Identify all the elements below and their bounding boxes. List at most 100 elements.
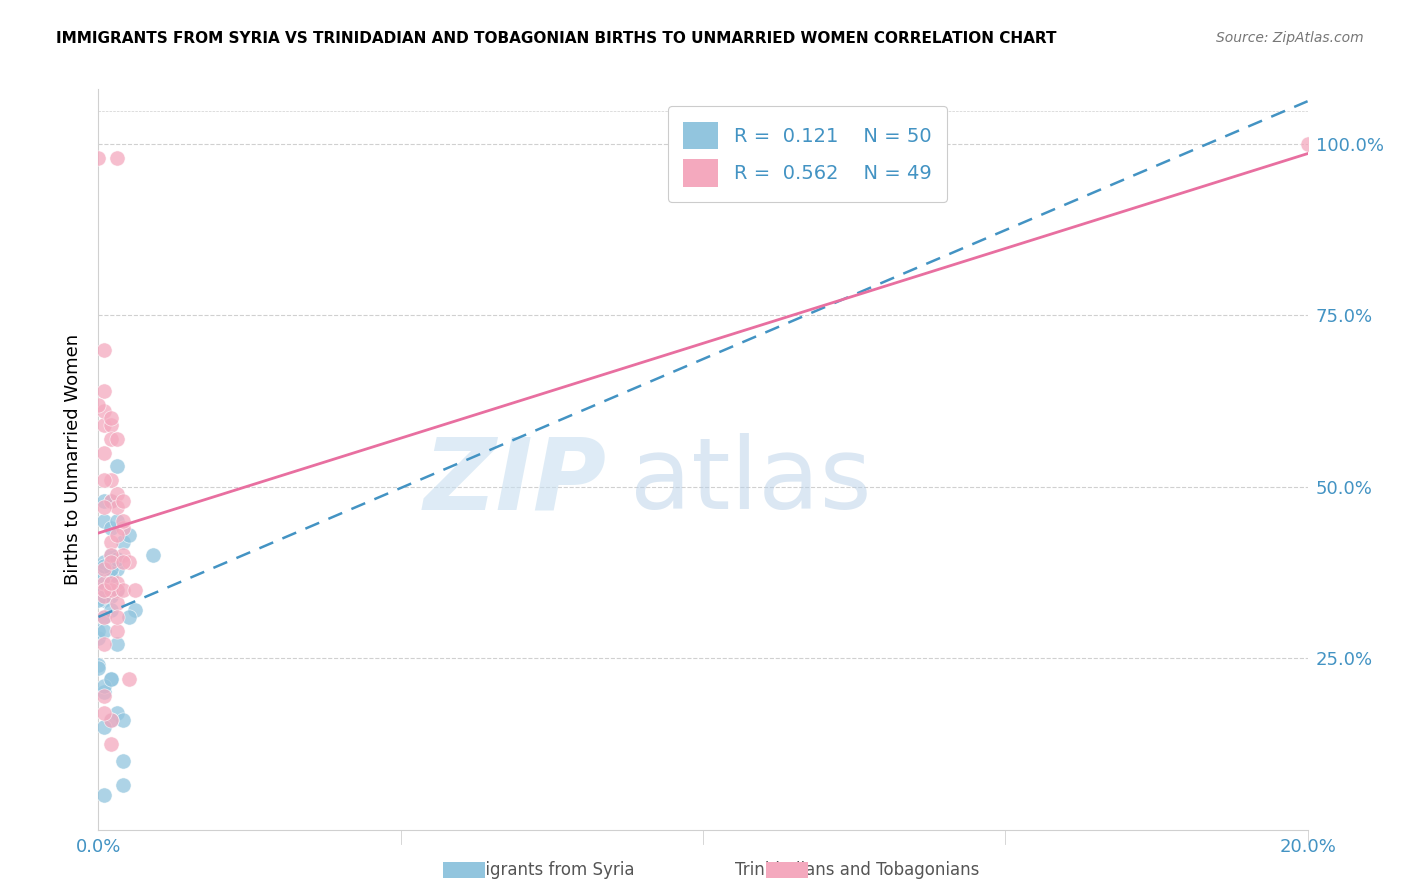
Point — [105, 514, 128, 528]
Point — [100, 575, 122, 590]
Point — [105, 528, 128, 542]
Point — [93, 514, 115, 528]
Point — [105, 637, 128, 651]
Point — [105, 706, 128, 720]
Point — [87, 582, 110, 597]
Text: ZIP: ZIP — [423, 434, 606, 530]
Point — [93, 575, 115, 590]
Point — [105, 551, 128, 566]
Point — [111, 521, 134, 535]
Point — [118, 672, 141, 686]
Point — [111, 713, 134, 727]
Point — [105, 582, 128, 597]
Point — [111, 582, 134, 597]
Point — [93, 689, 115, 703]
Point — [93, 679, 115, 693]
Point — [93, 610, 115, 624]
Point — [100, 575, 122, 590]
Point — [87, 593, 110, 607]
Point — [93, 558, 115, 573]
Point — [100, 713, 122, 727]
Text: Immigrants from Syria: Immigrants from Syria — [449, 861, 634, 879]
Point — [100, 575, 122, 590]
Point — [87, 631, 110, 645]
Point — [1296, 136, 1319, 151]
Point — [100, 713, 122, 727]
Point — [118, 528, 141, 542]
Point — [105, 459, 128, 474]
Point — [111, 534, 134, 549]
Point — [100, 493, 122, 508]
Point — [111, 493, 134, 508]
Point — [93, 590, 115, 604]
Point — [124, 603, 146, 617]
Point — [93, 500, 115, 515]
Point — [100, 590, 122, 604]
Point — [87, 658, 110, 673]
Point — [118, 610, 141, 624]
Point — [93, 582, 115, 597]
Point — [93, 720, 115, 734]
Point — [105, 624, 128, 638]
Point — [105, 582, 128, 597]
Point — [111, 754, 134, 768]
Point — [142, 549, 165, 563]
Text: IMMIGRANTS FROM SYRIA VS TRINIDADIAN AND TOBAGONIAN BIRTHS TO UNMARRIED WOMEN CO: IMMIGRANTS FROM SYRIA VS TRINIDADIAN AND… — [56, 31, 1057, 46]
Point — [93, 685, 115, 699]
Point — [93, 493, 115, 508]
Point — [100, 603, 122, 617]
Point — [100, 534, 122, 549]
Point — [93, 473, 115, 487]
Text: Source: ZipAtlas.com: Source: ZipAtlas.com — [1216, 31, 1364, 45]
Point — [100, 582, 122, 597]
Point — [105, 596, 128, 610]
Point — [105, 562, 128, 576]
Point — [100, 493, 122, 508]
Point — [87, 624, 110, 638]
Point — [111, 549, 134, 563]
Point — [93, 582, 115, 597]
Point — [87, 569, 110, 583]
Point — [124, 582, 146, 597]
Point — [93, 343, 115, 357]
Point — [93, 706, 115, 720]
Point — [100, 672, 122, 686]
Point — [93, 555, 115, 569]
Point — [100, 473, 122, 487]
Point — [100, 737, 122, 751]
Point — [105, 582, 128, 597]
Point — [100, 562, 122, 576]
Point — [100, 555, 122, 569]
Point — [93, 637, 115, 651]
Point — [100, 411, 122, 425]
Point — [93, 789, 115, 803]
Point — [100, 418, 122, 433]
Point — [87, 151, 110, 165]
Point — [111, 555, 134, 569]
Text: Trinidadians and Tobagonians: Trinidadians and Tobagonians — [735, 861, 980, 879]
Point — [111, 778, 134, 792]
Point — [100, 569, 122, 583]
Point — [118, 555, 141, 569]
Point — [93, 610, 115, 624]
Point — [93, 562, 115, 576]
Point — [93, 384, 115, 398]
Point — [93, 582, 115, 597]
Point — [93, 624, 115, 638]
Point — [93, 593, 115, 607]
Point — [111, 514, 134, 528]
Point — [105, 500, 128, 515]
Point — [105, 486, 128, 500]
Point — [100, 672, 122, 686]
Text: atlas: atlas — [630, 434, 872, 530]
Y-axis label: Births to Unmarried Women: Births to Unmarried Women — [63, 334, 82, 585]
Point — [105, 610, 128, 624]
Point — [100, 549, 122, 563]
Point — [100, 521, 122, 535]
Point — [100, 549, 122, 563]
Point — [87, 398, 110, 412]
Point — [105, 575, 128, 590]
Point — [93, 404, 115, 418]
Point — [100, 432, 122, 446]
Point — [93, 582, 115, 597]
